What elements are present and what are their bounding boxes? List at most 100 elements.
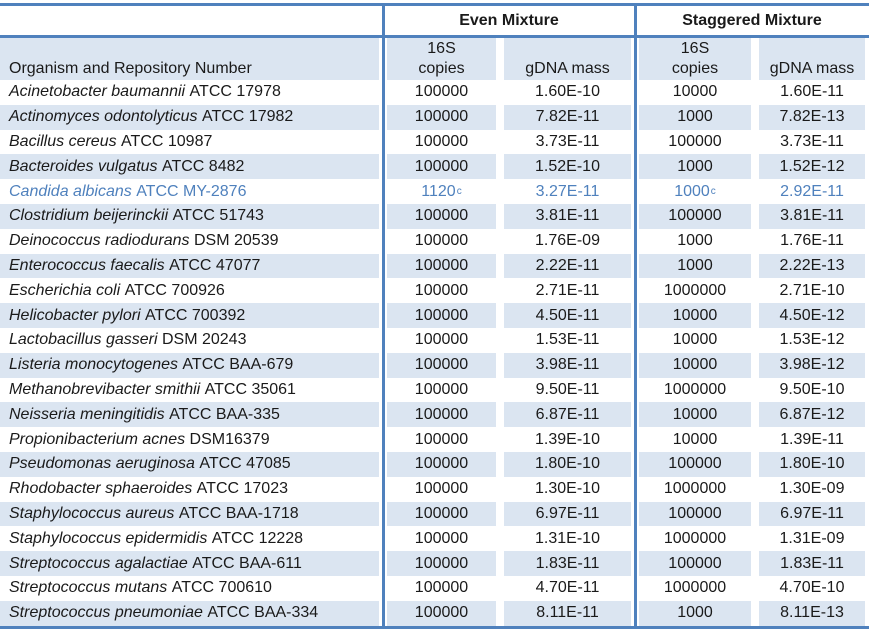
organism-name: Staphylococcus aureus — [9, 504, 175, 522]
even-16s-copies-cell: 100000 — [383, 303, 500, 328]
staggered-gdna-mass-cell: 1.60E-11 — [755, 80, 869, 105]
table-row: Staphylococcus epidermidis ATCC 12228 100… — [0, 526, 869, 552]
staggered-16s-copies-cell: 10000 — [635, 402, 755, 428]
staggered-gdna-mass-cell: 2.71E-10 — [755, 278, 869, 304]
even-16s-copies-cell: 100000 — [383, 327, 500, 353]
staggered-16s-copies-cell: 100000 — [635, 129, 755, 155]
table-row: Pseudomonas aeruginosa ATCC 47085 100000 1… — [0, 451, 869, 477]
even-mixture-group-header: Even Mixture — [459, 11, 559, 29]
even-16s-copies-cell: 100000 — [383, 575, 500, 601]
table-body: Acinetobacter baumannii ATCC 17978 100000… — [0, 80, 869, 626]
organism-name: Bacillus cereus — [9, 132, 117, 150]
staggered-gdna-mass-cell: 1.53E-12 — [755, 327, 869, 353]
staggered-gdna-mass-cell: 2.22E-13 — [755, 253, 869, 279]
staggered-16s-copies-cell: 1000 — [635, 104, 755, 130]
staggered-16s-copies-cell: 10000 — [635, 303, 755, 328]
table-row: Staphylococcus aureus ATCC BAA-1718 10000… — [0, 501, 869, 527]
staggered-16s-copies-cell: 1000 — [635, 253, 755, 279]
organism-cell: Neisseria meningitidis ATCC BAA-335 — [0, 402, 383, 428]
table-row: Enterococcus faecalis ATCC 47077 100000 2.… — [0, 253, 869, 279]
organism-cell: Rhodobacter sphaeroides ATCC 17023 — [0, 476, 383, 502]
staggered-gdna-mass-header: gDNA mass — [755, 38, 869, 80]
staggered-16s-copies-cell: 1000000 — [635, 278, 755, 304]
even-16s-copies-cell: 100000 — [383, 278, 500, 304]
even-gdna-mass-cell: 1.80E-10 — [500, 451, 635, 477]
organism-cell: Bacillus cereus ATCC 10987 — [0, 129, 383, 155]
organism-name: Neisseria meningitidis — [9, 405, 165, 423]
organism-cell: Deinococcus radiodurans DSM 20539 — [0, 228, 383, 254]
organism-name: Deinococcus radiodurans — [9, 232, 190, 250]
table-row: Clostridium beijerinckii ATCC 51743 10000… — [0, 203, 869, 229]
staggered-16s-copies-cell: 1000 — [635, 600, 755, 626]
table-row: Rhodobacter sphaeroides ATCC 17023 100000… — [0, 476, 869, 502]
organism-cell: Helicobacter pylori ATCC 700392 — [0, 303, 383, 328]
staggered-16s-copies-cell: 100000 — [635, 501, 755, 527]
staggered-gdna-mass-cell: 9.50E-10 — [755, 377, 869, 403]
even-gdna-mass-cell: 3.27E-11 — [500, 179, 635, 204]
even-16s-copies-cell: 100000 — [383, 377, 500, 403]
staggered-copies-label: copies — [671, 60, 719, 77]
staggered-gdna-mass-cell: 2.92E-11 — [755, 179, 869, 204]
table-row: Streptococcus mutans ATCC 700610 100000 4.… — [0, 575, 869, 601]
organism-cell: Candida albicans ATCC MY-2876 — [0, 179, 383, 204]
staggered-gdna-mass-cell: 1.52E-12 — [755, 154, 869, 180]
staggered-16s-copies-cell: 10000 — [635, 80, 755, 105]
even-gdna-mass-cell: 3.73E-11 — [500, 129, 635, 155]
staggered-16s-copies-cell: 10000 — [635, 427, 755, 452]
staggered-mixture-group-header: Staggered Mixture — [682, 11, 822, 29]
organism-cell: Staphylococcus aureus ATCC BAA-1718 — [0, 501, 383, 527]
table-row: Streptococcus pneumoniae ATCC BAA-334 100… — [0, 600, 869, 626]
organism-name: Rhodobacter sphaeroides — [9, 480, 193, 498]
staggered-gdna-mass-cell: 3.98E-12 — [755, 352, 869, 378]
even-gdna-mass-header: gDNA mass — [500, 38, 635, 80]
even-gdna-mass-cell: 6.87E-11 — [500, 402, 635, 428]
organism-column-header: Organism and Repository Number — [0, 38, 383, 80]
column-header-row: Organism and Repository Number 16S copie… — [0, 35, 869, 80]
organism-name: Staphylococcus epidermidis — [9, 529, 208, 547]
staggered-gdna-mass-cell: 6.97E-11 — [755, 501, 869, 527]
staggered-16s-copies-cell: 100000 — [635, 203, 755, 229]
table-bottom-border — [0, 625, 869, 629]
staggered-gdna-mass-cell: 4.70E-10 — [755, 575, 869, 601]
staggered-16s-copies-cell: 1000000 — [635, 377, 755, 403]
even-16s-copies-cell: 100000 — [383, 80, 500, 105]
even-16s-copies-cell: 100000 — [383, 228, 500, 254]
even-16s-label: 16S — [427, 40, 456, 57]
staggered-16s-copies-cell: 10000 — [635, 352, 755, 378]
staggered-16s-copies-cell: 1000000 — [635, 526, 755, 552]
staggered-16s-copies-cell: 10000 — [635, 327, 755, 353]
even-gdna-mass-cell: 1.53E-11 — [500, 327, 635, 353]
even-copies-label: copies — [418, 60, 465, 77]
even-gdna-mass-cell: 1.31E-10 — [500, 526, 635, 552]
table-row: Lactobacillus gasseri DSM 20243 100000 1.5… — [0, 327, 869, 353]
even-gdna-mass-cell: 7.82E-11 — [500, 104, 635, 130]
even-gdna-mass-cell: 1.76E-09 — [500, 228, 635, 254]
staggered-gdna-mass-cell: 1.31E-09 — [755, 526, 869, 552]
organism-cell: Clostridium beijerinckii ATCC 51743 — [0, 203, 383, 229]
table-row: Bacteroides vulgatus ATCC 8482 100000 1.52… — [0, 154, 869, 180]
table-row: Deinococcus radiodurans DSM 20539 100000 1… — [0, 228, 869, 254]
even-16s-copies-cell: 100000 — [383, 427, 500, 452]
organism-cell: Acinetobacter baumannii ATCC 17978 — [0, 80, 383, 105]
even-gdna-mass-cell: 9.50E-11 — [500, 377, 635, 403]
staggered-16s-label: 16S — [680, 40, 710, 57]
table-row: Actinomyces odontolyticus ATCC 17982 1000… — [0, 104, 869, 130]
staggered-16s-copies-cell: 1000000 — [635, 476, 755, 502]
even-gdna-mass-cell: 6.97E-11 — [500, 501, 635, 527]
even-gdna-mass-cell: 1.39E-10 — [500, 427, 635, 452]
organism-name: Methanobrevibacter smithii — [9, 380, 201, 398]
table-row: Helicobacter pylori ATCC 700392 100000 4.5… — [0, 303, 869, 328]
organism-cell: Staphylococcus epidermidis ATCC 12228 — [0, 526, 383, 552]
organism-name: Candida albicans — [9, 182, 132, 200]
even-16s-copies-cell: 100000 — [383, 451, 500, 477]
organism-name: Clostridium beijerinckii — [9, 207, 169, 225]
organism-name: Acinetobacter baumannii — [9, 83, 186, 101]
organism-name: Enterococcus faecalis — [9, 256, 165, 274]
even-gdna-mass-cell: 2.22E-11 — [500, 253, 635, 279]
group-header-row: Even Mixture Staggered Mixture — [0, 6, 869, 35]
table-row: Listeria monocytogenes ATCC BAA-679 10000… — [0, 352, 869, 378]
staggered-gdna-mass-cell: 1.76E-11 — [755, 228, 869, 254]
staggered-16s-copies-cell: 100000 — [635, 551, 755, 576]
organism-cell: Pseudomonas aeruginosa ATCC 47085 — [0, 451, 383, 477]
